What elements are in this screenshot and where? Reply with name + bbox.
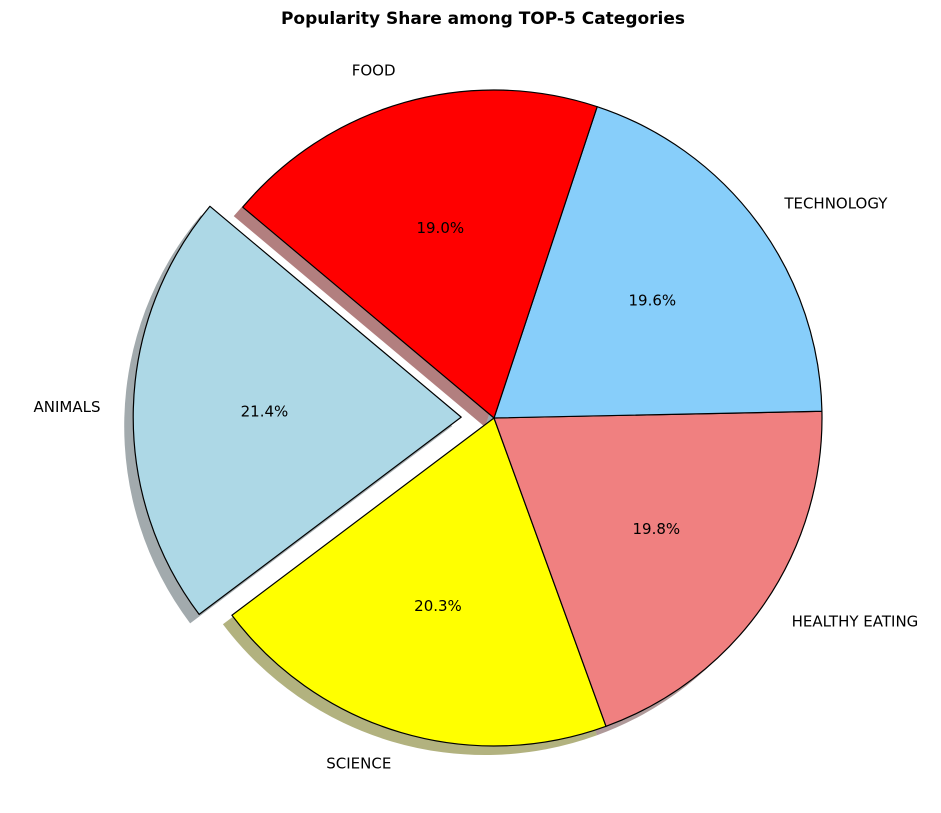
chart-title: Popularity Share among TOP-5 Categories [281,9,685,29]
category-label-technology: TECHNOLOGY [783,194,888,212]
category-label-healthy-eating: HEALTHY EATING [792,612,919,630]
pie-slice-healthy-eating [493,410,823,727]
category-label-animals: ANIMALS [34,398,101,416]
pie-slice-animals [132,205,462,615]
percent-label-animals: 21.4% [241,402,289,420]
percent-label-food: 19.0% [416,219,464,237]
pie-slice-science [231,417,607,747]
category-label-science: SCIENCE [326,754,391,772]
percent-labels: 21.4% 20.3% 19.8% 19.6% 19.0% [241,219,681,615]
pie-slice-technology [493,106,823,419]
category-label-food: FOOD [352,61,396,79]
percent-label-science: 20.3% [414,597,462,615]
pie-slice-food [242,89,598,419]
category-labels: ANIMALS SCIENCE HEALTHY EATING TECHNOLOGY FO… [34,61,919,772]
slices [132,89,823,747]
percent-label-technology: 19.6% [629,292,677,310]
percent-label-healthy-eating: 19.8% [633,520,681,538]
